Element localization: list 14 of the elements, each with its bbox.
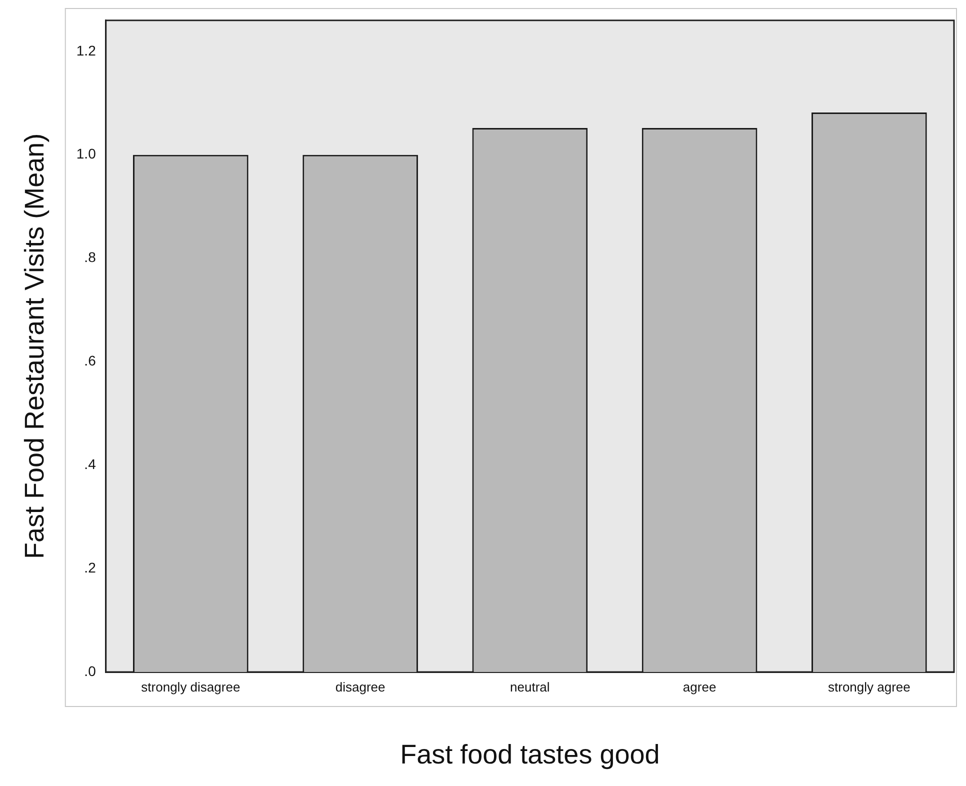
y-axis-title: Fast Food Restaurant Visits (Mean) [20,133,50,560]
y-tick-label: .2 [84,559,96,576]
y-tick-label: .4 [84,456,96,472]
y-tick-label: .8 [84,249,96,266]
x-tick-label: strongly agree [828,679,910,694]
x-axis-title: Fast food tastes good [400,739,660,770]
y-tick-label: .0 [84,662,96,679]
x-tick-label: disagree [335,679,386,694]
x-tick-label: agree [682,679,716,694]
x-tick-label: strongly disagree [141,679,240,694]
y-tick-label: .6 [84,352,96,369]
y-tick-label: 1.0 [76,146,96,162]
x-tick-label: neutral [510,679,550,694]
y-tick-label: 1.2 [76,42,96,58]
